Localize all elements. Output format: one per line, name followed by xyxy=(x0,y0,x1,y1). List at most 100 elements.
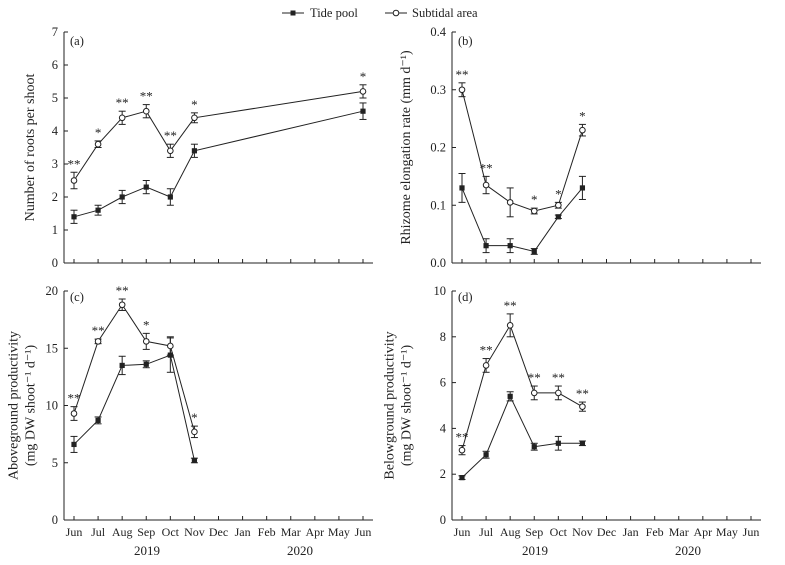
significance-label: * xyxy=(191,97,198,112)
y-tick-label: 6 xyxy=(440,376,446,390)
tide-pool-point xyxy=(555,440,561,446)
y-tick-label: 1 xyxy=(52,223,58,237)
subtidal-point xyxy=(506,322,514,329)
subtidal-point xyxy=(118,114,126,122)
panel-label: (b) xyxy=(458,34,473,48)
significance-label: * xyxy=(579,108,586,123)
x-tick-label: Jun xyxy=(355,525,372,539)
y-tick-label: 0.0 xyxy=(430,256,446,270)
tide-pool-point xyxy=(167,194,173,200)
x-tick-label: Mar xyxy=(669,525,689,539)
subtidal-point xyxy=(530,207,538,215)
y-tick-label: 10 xyxy=(434,284,447,298)
y-axis-label: Aboveground productivity xyxy=(7,331,22,480)
subtidal-point xyxy=(167,342,174,350)
x-tick-label: Mar xyxy=(281,525,301,539)
panel-d-belowground: 0 2 4 6 8 10 Jun Jul Aug Sep Oct Nov Dec Jan Feb Mar Apr… xyxy=(383,284,761,539)
y-tick-label: 4 xyxy=(52,124,59,138)
tide-pool-point xyxy=(143,184,149,190)
tide-pool-point xyxy=(119,194,125,200)
tide-pool-point xyxy=(71,214,77,220)
x-tick-label: Jul xyxy=(91,525,106,539)
tide-pool-point xyxy=(71,441,77,448)
y-tick-label: 5 xyxy=(52,91,58,105)
tide-pool-point xyxy=(579,440,586,446)
significance-label: ** xyxy=(528,370,541,385)
tide-pool-point xyxy=(531,444,537,450)
significance-label: * xyxy=(143,317,150,332)
subtidal-point xyxy=(142,107,150,115)
significance-label: ** xyxy=(504,298,517,313)
subtidal-point xyxy=(94,338,102,345)
legend-subtidal-marker xyxy=(392,9,400,17)
y-tick-label: 2 xyxy=(52,190,58,204)
y-tick-label: 2 xyxy=(440,467,446,481)
legend: Tide pool Subtidal area xyxy=(282,6,478,20)
significance-label: ** xyxy=(456,67,469,82)
panel-c-aboveground: 0 5 10 15 20 Jun Jul Aug Sep Oct Nov Dec Jan Feb Mar Ap… xyxy=(7,283,373,539)
series-line-tide-pool xyxy=(73,354,195,461)
tide-pool-point xyxy=(459,185,465,191)
significance-label: * xyxy=(360,69,367,84)
significance-label: * xyxy=(531,192,538,207)
tide-pool-point xyxy=(459,475,465,481)
x-tick-label: May xyxy=(716,525,738,539)
y-tick-label: 0 xyxy=(440,513,446,527)
significance-label: ** xyxy=(92,323,105,338)
subtidal-point xyxy=(70,410,78,417)
x-tick-label: Nov xyxy=(184,525,205,539)
significance-label: ** xyxy=(68,391,81,406)
significance-label: * xyxy=(191,410,198,425)
y-axis-label: Rhizome elongation rate (mm d⁻¹) xyxy=(399,50,414,245)
tide-pool-point xyxy=(483,452,489,458)
panel-label: (c) xyxy=(70,290,84,304)
significance-label: ** xyxy=(68,156,81,171)
y-axis-label: (mg DW shoot⁻¹ d⁻¹) xyxy=(24,345,39,467)
series-line-tide-pool xyxy=(73,110,364,218)
significance-label: ** xyxy=(456,430,469,445)
y-tick-label: 10 xyxy=(46,399,59,413)
subtidal-point xyxy=(555,389,562,397)
y-tick-label: 4 xyxy=(440,421,447,435)
significance-label: ** xyxy=(480,343,493,358)
subtidal-point xyxy=(530,389,538,397)
series-line-subtidal xyxy=(461,324,583,451)
tide-pool-point xyxy=(191,148,198,154)
y-tick-label: 0.2 xyxy=(430,141,446,155)
series-line-subtidal xyxy=(73,303,195,432)
significance-label: ** xyxy=(116,283,129,298)
y-tick-label: 8 xyxy=(440,330,446,344)
y-tick-label: 0.1 xyxy=(430,198,446,212)
subtidal-point xyxy=(482,181,490,189)
y-tick-label: 5 xyxy=(52,456,58,470)
subtidal-point xyxy=(94,140,102,148)
x-tick-label: Feb xyxy=(258,525,276,539)
legend-tide-label: Tide pool xyxy=(310,6,358,20)
y-tick-label: 3 xyxy=(52,157,58,171)
x-tick-label: Apr xyxy=(693,525,712,539)
significance-label: ** xyxy=(140,89,153,104)
x-tick-label: Jun xyxy=(66,525,83,539)
x-tick-label: Jan xyxy=(623,525,639,539)
y-axis-label: Number of roots per shoot xyxy=(23,74,38,222)
panel-label: (d) xyxy=(458,290,473,304)
subtidal-point xyxy=(482,362,490,369)
x-tick-label: Dec xyxy=(209,525,228,539)
significance-label: ** xyxy=(116,95,129,110)
significance-label: ** xyxy=(576,386,589,401)
significance-label: ** xyxy=(164,128,177,143)
panel-label: (a) xyxy=(70,34,84,48)
x-tick-label: Nov xyxy=(572,525,593,539)
subtidal-point xyxy=(555,201,562,209)
x-tick-label: Aug xyxy=(112,525,133,539)
subtidal-point xyxy=(167,147,174,155)
panel-b-rhizome: 0.0 0.1 0.2 0.3 0.4 (b) Rhizome elongation rat… xyxy=(399,25,761,270)
tide-pool-point xyxy=(507,243,513,249)
x-tick-label: Feb xyxy=(646,525,664,539)
year-label-right-2020: 2020 xyxy=(675,543,701,558)
y-tick-label: 0.4 xyxy=(430,25,446,39)
series-line-subtidal xyxy=(461,89,583,212)
tide-pool-point xyxy=(119,362,125,369)
